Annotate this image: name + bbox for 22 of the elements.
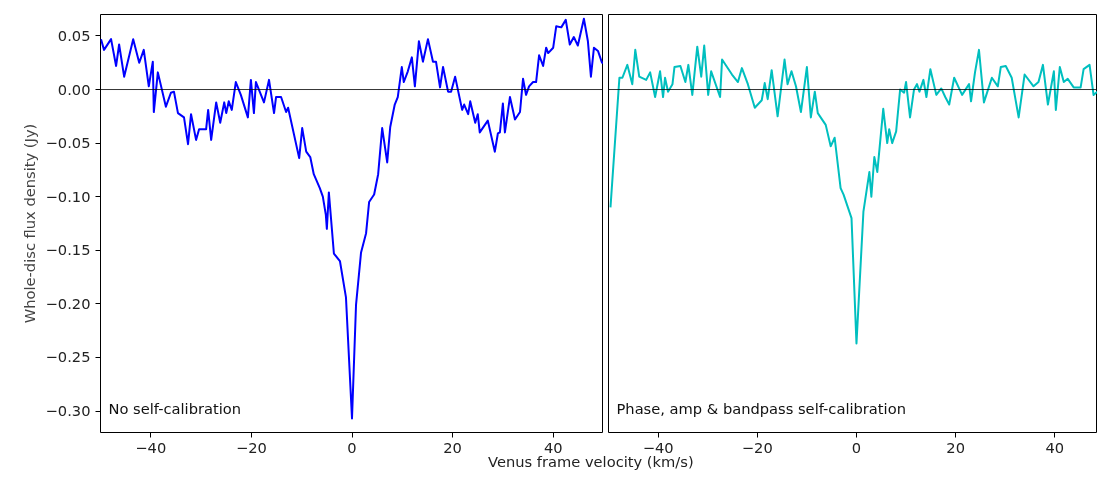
x-tick-label: 20 [946, 438, 965, 456]
y-axis-title: Whole-disc flux density (Jy) [20, 123, 38, 324]
x-tick-label: 0 [851, 438, 862, 456]
y-tick-label: −0.15 [45, 241, 91, 259]
y-tick-label: 0.05 [57, 26, 91, 44]
annotation: Phase, amp & bandpass self-calibration [616, 399, 906, 417]
x-tick-label: 0 [347, 438, 357, 456]
x-tick-label: −20 [741, 438, 773, 456]
x-tick-label: 40 [543, 438, 563, 456]
x-tick-label: −40 [135, 438, 167, 456]
y-tick-label: −0.25 [45, 348, 91, 366]
x-axis-title: Venus frame velocity (km/s) [488, 453, 694, 472]
x-tick-label: 40 [1045, 438, 1065, 456]
y-tick-label: −0.10 [45, 187, 91, 205]
y-tick-label: −0.05 [45, 134, 91, 152]
y-tick-label: −0.20 [45, 294, 91, 312]
x-tick-label: 20 [443, 438, 462, 456]
x-tick-label: −40 [642, 438, 674, 456]
annotation: No self-calibration [108, 399, 242, 417]
y-tick-label: 0.00 [57, 80, 91, 98]
x-tick-label: −20 [235, 438, 267, 456]
y-tick-label: −0.30 [45, 402, 91, 420]
